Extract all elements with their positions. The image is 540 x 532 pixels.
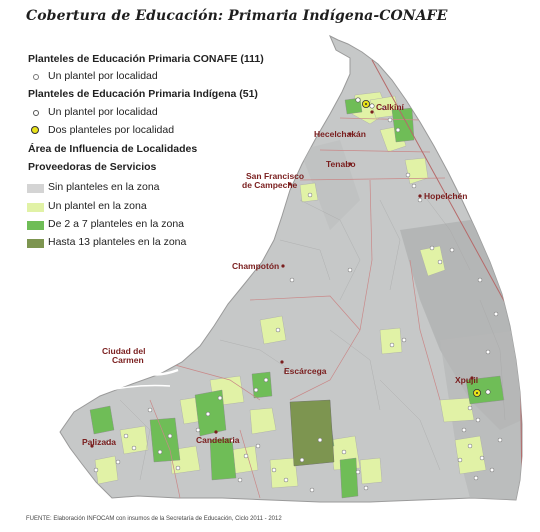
legend-area-heading-1: Área de Influencia de Localidades	[28, 143, 198, 155]
legend-area-item-one: Un plantel en la zona	[48, 200, 147, 212]
city-label-candelaria: Candelaria	[196, 435, 240, 445]
indigena-one-dot-icon	[33, 110, 39, 116]
state-land	[59, 34, 523, 503]
conafe-dot-icon	[33, 74, 39, 80]
city-label-tenabo: Tenabo	[326, 159, 356, 169]
city-label-palizada: Palizada	[82, 437, 117, 447]
city-label-xpujil: Xpujil	[455, 375, 479, 385]
city-label-escarcega: Escárcega	[284, 366, 327, 376]
map-title: Cobertura de Educación: Primaria Indígen…	[26, 8, 448, 24]
legend-swatch-thirteen	[27, 239, 44, 248]
legend-area-item-two-seven: De 2 a 7 planteles en la zona	[48, 218, 185, 230]
legend-swatch-one	[27, 203, 44, 212]
legend-indigena-item-two: Dos planteles por localidad	[48, 124, 175, 136]
city-label-ciudad-carmen-2: Carmen	[112, 355, 144, 365]
city-label-hecelchakan: Hecelchakán	[314, 129, 366, 139]
legend-indigena-item-one: Un plantel por localidad	[48, 106, 158, 118]
legend-indigena-heading: Planteles de Educación Primaria Indígena…	[28, 88, 258, 100]
legend-area-heading-2: Proveedoras de Servicios	[28, 161, 157, 173]
legend-area-item-thirteen: Hasta 13 planteles en la zona	[48, 236, 187, 248]
city-label-san-francisco-1: San Francisco	[246, 171, 305, 181]
indigena-two-dot-icon	[31, 126, 39, 134]
legend-area-item-none: Sin planteles en la zona	[48, 181, 160, 193]
city-label-calkini: Calkiní	[376, 102, 404, 112]
source-note: FUENTE: Elaboración INFOCAM con insumos …	[26, 516, 282, 522]
legend-conafe-item: Un plantel por localidad	[48, 70, 158, 82]
legend-swatch-none	[27, 184, 44, 193]
city-label-san-francisco-2: de Campeche	[242, 180, 298, 190]
legend-swatch-two-seven	[27, 221, 44, 230]
city-label-champoton: Champotón	[232, 261, 280, 271]
legend-conafe-heading: Planteles de Educación Primaria CONAFE (…	[28, 53, 264, 65]
city-label-hopelchen: Hopelchén	[424, 191, 468, 201]
city-label-ciudad-carmen-1: Ciudad del	[102, 346, 146, 356]
